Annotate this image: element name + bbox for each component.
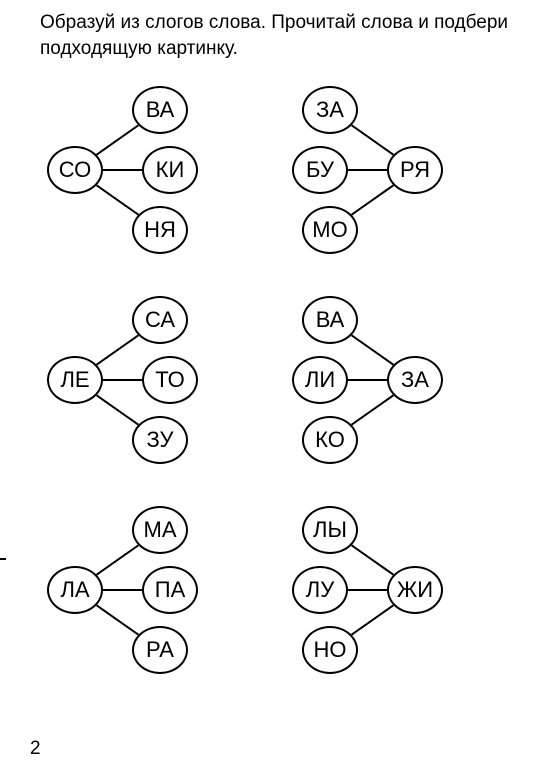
instruction-text: Образуй из слогов слова. Прочитай слова …: [40, 10, 538, 61]
syllable-node: РЯ: [387, 146, 443, 194]
instruction-line1: Образуй из слогов слова. Прочитай слова …: [40, 12, 508, 33]
syllable-node: ЖИ: [387, 566, 443, 614]
syllable-node: СО: [47, 146, 103, 194]
instruction-line2: подходящую картинку.: [40, 38, 238, 59]
syllable-node: ЛЫ: [302, 506, 358, 554]
syllable-node: НЯ: [132, 206, 188, 254]
syllable-node: ЗА: [387, 356, 443, 404]
page-number: 2: [30, 738, 41, 760]
syllable-node: ЛА: [47, 566, 103, 614]
syllable-node: НО: [302, 626, 358, 674]
syllable-node: КИ: [142, 146, 198, 194]
syllable-node: ЛЕ: [47, 356, 103, 404]
syllable-node: ЛУ: [292, 566, 348, 614]
syllable-node: ЗУ: [132, 416, 188, 464]
syllable-node: МО: [302, 206, 358, 254]
syllable-node: ВА: [302, 296, 358, 344]
syllable-node: КО: [302, 416, 358, 464]
syllable-node: ПА: [142, 566, 198, 614]
syllable-node: СА: [132, 296, 188, 344]
syllable-node: БУ: [292, 146, 348, 194]
syllable-node: ЛИ: [292, 356, 348, 404]
syllable-diagram: СО ВА КИ НЯ РЯ ЗА БУ МО ЛЕ СА ТО ЗУ ЗА ВА ЛИ КО ЛА МА ПА РА…: [0, 80, 558, 740]
syllable-node: ЗА: [302, 86, 358, 134]
syllable-node: МА: [132, 506, 188, 554]
syllable-node: РА: [132, 626, 188, 674]
syllable-node: ТО: [142, 356, 198, 404]
syllable-node: ВА: [132, 86, 188, 134]
